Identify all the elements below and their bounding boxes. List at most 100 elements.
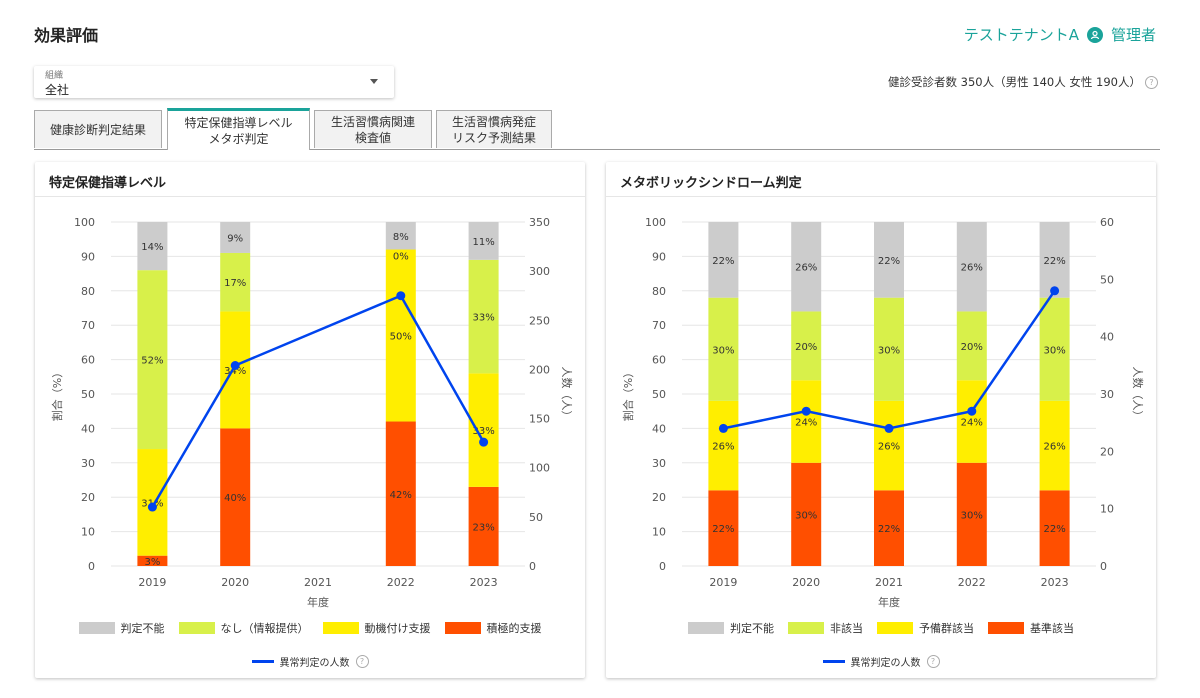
data-label: 50% bbox=[390, 332, 412, 343]
y-tick-label: 40 bbox=[81, 422, 95, 435]
user-role[interactable]: 管理者 bbox=[1110, 26, 1156, 44]
bar-segment bbox=[385, 421, 416, 566]
metabolic-chart: 0 10 20 30 40 50 60 70 80 90 100 0 10 20 30 40 50 60 割合（%）… bbox=[621, 216, 1144, 609]
x-tick-label: 2019 bbox=[709, 576, 737, 589]
y-tick-label: 70 bbox=[81, 319, 95, 332]
y-tick-label: 80 bbox=[652, 285, 666, 298]
data-label: 26% bbox=[1043, 442, 1065, 453]
tab-lifestyle-test-values[interactable]: 生活習慣病関連 検査値 bbox=[314, 110, 432, 148]
data-label: 22% bbox=[878, 256, 900, 267]
help-icon[interactable]: ? bbox=[1145, 75, 1158, 89]
tab-specific-health-guidance[interactable]: 特定保健指導レベル メタボ判定 bbox=[167, 108, 310, 150]
data-label: 23% bbox=[472, 522, 494, 533]
legend-swatch bbox=[78, 622, 115, 634]
line-point bbox=[230, 360, 240, 370]
legend-item[interactable]: 動機付け支援 bbox=[322, 620, 431, 636]
data-label: 22% bbox=[712, 524, 734, 535]
line-swatch bbox=[251, 660, 274, 663]
y2-tick-label: 40 bbox=[1100, 331, 1114, 344]
bar-segment bbox=[468, 373, 499, 487]
legend-item[interactable]: 非該当 bbox=[788, 620, 863, 636]
x-tick-label: 2023 bbox=[1041, 576, 1069, 589]
chart-title: メタボリックシンドローム判定 bbox=[620, 176, 802, 191]
y-tick-label: 100 bbox=[645, 216, 666, 229]
y2-tick-label: 0 bbox=[1100, 560, 1107, 573]
chart-card-health-guidance: 特定保健指導レベル 0 10 20 30 40 50 60 70 80 90 100 0 50 100 15… bbox=[35, 162, 585, 678]
data-label: 30% bbox=[795, 510, 817, 521]
data-label: 22% bbox=[712, 256, 734, 267]
y-tick-label: 10 bbox=[652, 526, 666, 539]
bar-segment bbox=[708, 222, 739, 298]
line-swatch bbox=[822, 660, 845, 663]
y-tick-label: 10 bbox=[81, 526, 95, 539]
data-label: 40% bbox=[224, 493, 246, 504]
line-point bbox=[884, 423, 894, 433]
line-series bbox=[151, 294, 485, 508]
y-tick-label: 30 bbox=[652, 457, 666, 470]
data-label: 30% bbox=[712, 345, 734, 356]
data-label: 11% bbox=[472, 237, 494, 248]
tab-lifestyle-risk-prediction[interactable]: 生活習慣病発症 リスク予測結果 bbox=[436, 110, 552, 148]
bar-segment bbox=[956, 380, 987, 463]
legend-item[interactable]: 判定不能 bbox=[78, 620, 165, 636]
bar-segment bbox=[1039, 490, 1070, 566]
data-label: 30% bbox=[878, 345, 900, 356]
bar-segment bbox=[137, 222, 168, 271]
legend-swatch bbox=[688, 622, 724, 634]
y-tick-label: 100 bbox=[74, 216, 95, 229]
line-legend[interactable]: 異常判定の人数 ? bbox=[606, 654, 1156, 669]
x-tick-label: 2023 bbox=[470, 576, 498, 589]
bar-segment bbox=[220, 222, 251, 253]
legend-item[interactable]: 積極的支援 bbox=[444, 620, 542, 636]
data-label: 17% bbox=[224, 278, 246, 289]
legend-item[interactable]: なし（情報提供） bbox=[178, 620, 309, 636]
y-tick-label: 20 bbox=[652, 491, 666, 504]
x-tick-label: 2021 bbox=[304, 576, 332, 589]
legend-swatch bbox=[877, 622, 913, 634]
y2-tick-label: 300 bbox=[529, 265, 550, 278]
data-label: 0% bbox=[393, 252, 409, 263]
divider bbox=[606, 196, 1156, 197]
y2-tick-label: 50 bbox=[1100, 273, 1114, 286]
bar-segment bbox=[1039, 297, 1070, 401]
data-label: 26% bbox=[795, 263, 817, 274]
data-label: 30% bbox=[1043, 345, 1065, 356]
examinee-count-text: 健診受診者数 350人（男性 140人 女性 190人） bbox=[888, 75, 1141, 89]
x-tick-label: 2022 bbox=[387, 576, 415, 589]
y-axis-title: 割合（%） bbox=[621, 367, 635, 421]
data-label: 8% bbox=[393, 232, 409, 243]
bar-segment bbox=[1039, 400, 1070, 491]
tab-health-check-results[interactable]: 健康診断判定結果 bbox=[34, 110, 162, 148]
legend-item[interactable]: 予備群該当 bbox=[877, 620, 974, 636]
tenant-name[interactable]: テストテナントA bbox=[963, 26, 1079, 44]
bar-segment bbox=[791, 462, 822, 566]
y2-tick-label: 30 bbox=[1100, 388, 1114, 401]
bar-segment bbox=[874, 490, 904, 566]
y2-tick-label: 10 bbox=[1100, 503, 1114, 516]
chevron-down-icon[interactable] bbox=[370, 79, 378, 84]
line-point bbox=[396, 291, 406, 301]
line-point bbox=[147, 502, 157, 512]
x-tick-label: 2020 bbox=[792, 576, 820, 589]
line-legend[interactable]: 異常判定の人数 ? bbox=[35, 654, 585, 669]
bar-segment bbox=[468, 486, 499, 566]
x-tick-label: 2022 bbox=[958, 576, 986, 589]
bar-segment bbox=[385, 249, 416, 422]
bar-segment bbox=[137, 449, 168, 556]
legend-item[interactable]: 判定不能 bbox=[688, 620, 774, 636]
y-tick-label: 90 bbox=[652, 250, 666, 263]
org-select[interactable]: 組織 全社 bbox=[34, 66, 394, 98]
legend-item[interactable]: 基準該当 bbox=[988, 620, 1074, 636]
help-icon[interactable]: ? bbox=[355, 655, 369, 668]
line-point bbox=[967, 406, 977, 416]
examinee-count: 健診受診者数 350人（男性 140人 女性 190人） ? bbox=[888, 74, 1158, 90]
data-label: 52% bbox=[141, 356, 163, 367]
help-icon[interactable]: ? bbox=[926, 655, 940, 668]
y-tick-label: 50 bbox=[652, 388, 666, 401]
data-label: 33% bbox=[472, 426, 494, 437]
data-label: 34% bbox=[224, 366, 246, 377]
y2-tick-label: 0 bbox=[529, 560, 536, 573]
data-label: 24% bbox=[795, 418, 817, 429]
bar-segment bbox=[956, 462, 987, 566]
line-point bbox=[801, 406, 811, 416]
